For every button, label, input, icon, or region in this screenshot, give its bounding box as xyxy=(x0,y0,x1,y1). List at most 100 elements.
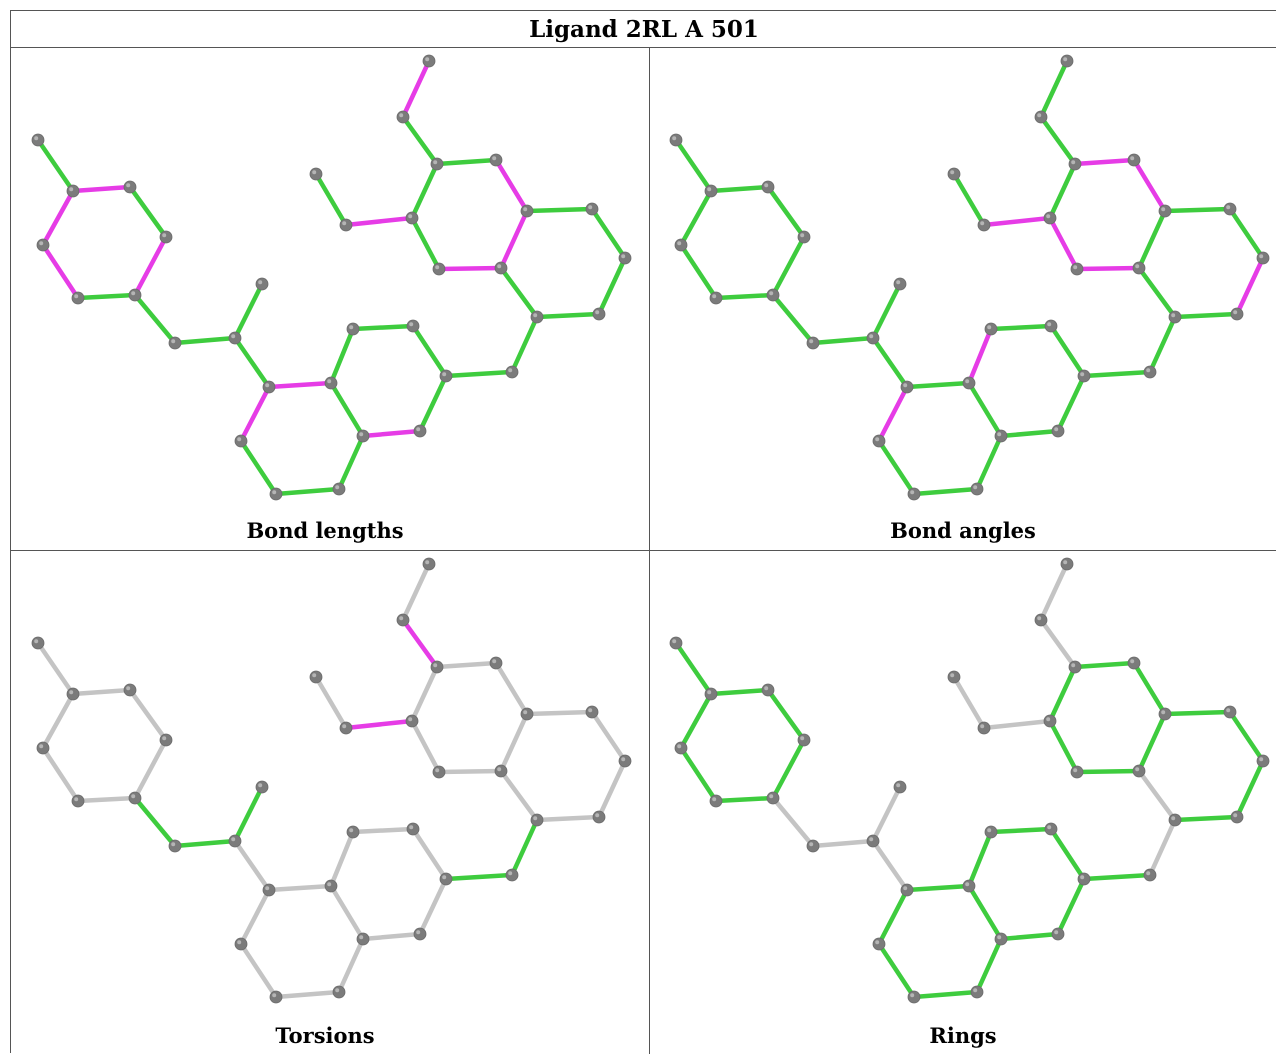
atom-23 xyxy=(432,765,446,779)
atom-24 xyxy=(1043,714,1057,728)
bond-38 xyxy=(313,171,349,228)
atom-30 xyxy=(592,307,606,321)
atom-1 xyxy=(66,687,80,701)
atom-9 xyxy=(893,277,907,291)
bond-32 xyxy=(589,709,628,764)
atom-28 xyxy=(1223,705,1237,719)
atom-highlight-6 xyxy=(677,241,682,246)
bond-20 xyxy=(417,373,449,434)
bond-26 xyxy=(409,215,442,272)
atom-2 xyxy=(123,180,137,194)
atom-highlight-5 xyxy=(712,797,717,802)
atom-highlight-23 xyxy=(435,768,440,773)
bond-28 xyxy=(1072,157,1137,167)
atom-0 xyxy=(669,133,683,147)
atom-34 xyxy=(947,167,961,181)
bond-36 xyxy=(1038,58,1070,120)
bond-32 xyxy=(1227,206,1266,261)
atom-highlight-1 xyxy=(707,187,712,192)
atom-highlight-5 xyxy=(712,294,717,299)
atom-23 xyxy=(432,262,446,276)
atom-highlight-13 xyxy=(272,490,277,495)
bond-16 xyxy=(238,384,272,444)
bond-13 xyxy=(974,936,1004,995)
atom-highlight-10 xyxy=(265,383,270,388)
atom-32 xyxy=(422,557,436,571)
atom-8 xyxy=(228,834,242,848)
atom-32 xyxy=(422,54,436,68)
atom-highlight-28 xyxy=(588,205,593,210)
atom-highlight-13 xyxy=(910,993,915,998)
bond-31 xyxy=(1162,206,1233,214)
atom-4 xyxy=(766,791,780,805)
atom-8 xyxy=(228,331,242,345)
atom-22 xyxy=(1132,764,1146,778)
bond-29 xyxy=(1131,157,1168,214)
atom-highlight-34 xyxy=(312,170,317,175)
atom-5 xyxy=(71,794,85,808)
atom-highlight-11 xyxy=(327,379,332,384)
bond-35 xyxy=(400,114,440,167)
atom-26 xyxy=(489,656,503,670)
bond-26 xyxy=(409,718,442,775)
bond-0 xyxy=(673,137,714,194)
title-cell: Ligand 2RL A 501 xyxy=(11,11,1276,48)
atom-highlight-9 xyxy=(258,783,263,788)
bond-30 xyxy=(498,208,530,271)
bond-18 xyxy=(988,826,1054,835)
panel-bond-lengths: Bond lengths xyxy=(11,48,639,550)
caption-bond-angles: Bond angles xyxy=(890,518,1036,543)
atom-highlight-2 xyxy=(126,686,131,691)
bond-6 xyxy=(678,691,714,751)
atom-highlight-27 xyxy=(1161,710,1166,715)
atom-highlight-4 xyxy=(131,291,136,296)
atom-highlight-30 xyxy=(1233,813,1238,818)
atom-13 xyxy=(269,487,283,501)
atom-highlight-15 xyxy=(359,935,364,940)
atom-3 xyxy=(159,733,173,747)
atom-5 xyxy=(709,794,723,808)
atom-31 xyxy=(396,110,410,124)
bond-0 xyxy=(35,137,76,194)
bond-3 xyxy=(770,737,807,801)
atom-highlight-12 xyxy=(237,940,242,945)
atom-highlight-29 xyxy=(621,254,626,259)
bond-21 xyxy=(998,428,1061,439)
atom-33 xyxy=(977,721,991,735)
bond-6 xyxy=(678,188,714,248)
bond-1 xyxy=(70,184,133,194)
atom-highlight-12 xyxy=(237,437,242,442)
atom-highlight-17 xyxy=(1047,322,1052,327)
bond-37 xyxy=(343,215,415,228)
atom-highlight-27 xyxy=(523,710,528,715)
bond-27 xyxy=(1047,664,1078,724)
atom-highlight-13 xyxy=(272,993,277,998)
atom-highlight-32 xyxy=(1063,560,1068,565)
bond-31 xyxy=(524,709,595,717)
atom-25 xyxy=(430,660,444,674)
bond-30 xyxy=(498,711,530,774)
bond-23 xyxy=(1147,817,1178,878)
bond-19 xyxy=(1048,826,1087,882)
bond-34 xyxy=(1172,311,1240,320)
caption-rings: Rings xyxy=(929,1023,997,1048)
bond-3 xyxy=(132,737,169,801)
atom-20 xyxy=(505,365,519,379)
bond-29 xyxy=(493,157,530,214)
bond-6 xyxy=(40,691,76,751)
atom-25 xyxy=(1068,157,1082,171)
ligand-title: Ligand 2RL A 501 xyxy=(529,16,759,43)
atom-highlight-30 xyxy=(1233,310,1238,315)
bond-9 xyxy=(232,784,265,844)
atom-highlight-27 xyxy=(523,207,528,212)
atom-highlight-25 xyxy=(1071,663,1076,668)
bond-12 xyxy=(966,380,1004,439)
atom-19 xyxy=(413,424,427,438)
atom-highlight-9 xyxy=(896,280,901,285)
bond-37 xyxy=(981,718,1053,731)
bond-25 xyxy=(436,768,504,775)
atom-5 xyxy=(71,291,85,305)
bond-22 xyxy=(443,872,515,882)
atom-9 xyxy=(255,277,269,291)
bond-24 xyxy=(1136,768,1178,823)
